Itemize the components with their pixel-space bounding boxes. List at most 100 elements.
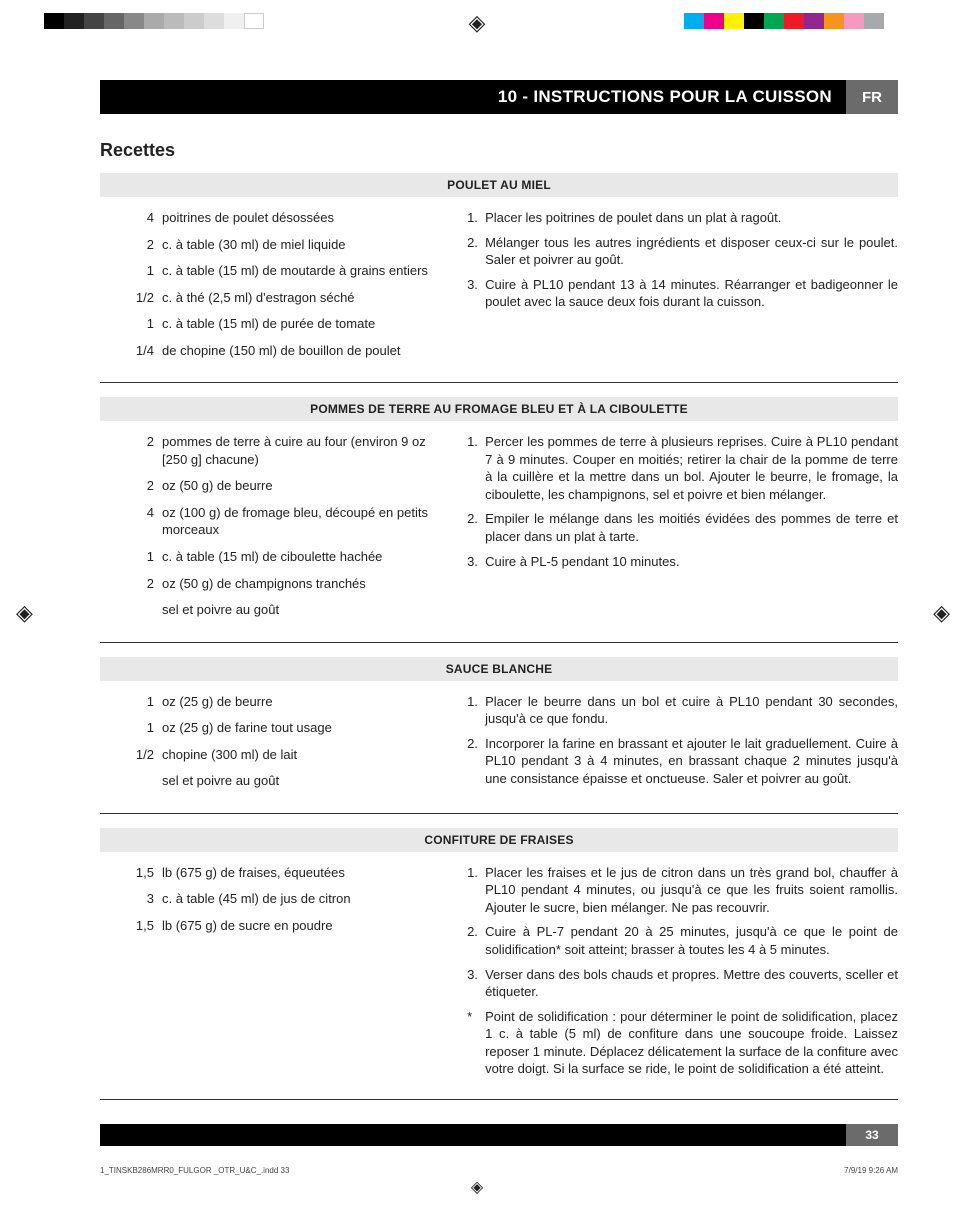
step-text: Point de solidification : pour détermine… bbox=[485, 1008, 898, 1078]
ingredient-text: c. à thé (2,5 ml) d'estragon séché bbox=[162, 289, 467, 307]
ingredient-text: lb (675 g) de fraises, équeutées bbox=[162, 864, 467, 882]
ingredient-text: oz (50 g) de beurre bbox=[162, 477, 467, 495]
step-number: 3. bbox=[467, 966, 485, 1001]
ingredient-row: sel et poivre au goût bbox=[100, 601, 467, 619]
step-row: 2.Mélanger tous les autres ingrédients e… bbox=[467, 234, 898, 269]
ingredient-text: c. à table (30 ml) de miel liquide bbox=[162, 236, 467, 254]
ingredient-row: 1,5lb (675 g) de fraises, équeutées bbox=[100, 864, 467, 882]
steps-list: 1.Placer les poitrines de poulet dans un… bbox=[467, 209, 898, 368]
ingredient-text: chopine (300 ml) de lait bbox=[162, 746, 467, 764]
ingredient-qty: 4 bbox=[100, 209, 162, 227]
steps-list: 1.Placer le beurre dans un bol et cuire … bbox=[467, 693, 898, 799]
ingredient-row: 1c. à table (15 ml) de purée de tomate bbox=[100, 315, 467, 333]
ingredient-qty: 4 bbox=[100, 504, 162, 539]
print-footer-meta: 1_TINSKB286MRR0_FULGOR _OTR_U&C_.indd 33… bbox=[100, 1146, 898, 1175]
step-number: 1. bbox=[467, 693, 485, 728]
step-number: 2. bbox=[467, 735, 485, 788]
step-row: 3.Cuire à PL-5 pendant 10 minutes. bbox=[467, 553, 898, 571]
step-number: 2. bbox=[467, 923, 485, 958]
ingredient-text: oz (50 g) de champignons tranchés bbox=[162, 575, 467, 593]
footer-bar: 33 bbox=[100, 1124, 898, 1146]
ingredient-row: 4oz (100 g) de fromage bleu, découpé en … bbox=[100, 504, 467, 539]
step-row: 2.Incorporer la farine en brassant et aj… bbox=[467, 735, 898, 788]
ingredient-qty: 2 bbox=[100, 433, 162, 468]
recipes-container: POULET AU MIEL4poitrines de poulet désos… bbox=[100, 173, 898, 1100]
step-row: 3.Cuire à PL10 pendant 13 à 14 minutes. … bbox=[467, 276, 898, 311]
language-badge: FR bbox=[846, 80, 898, 114]
ingredient-row: 1c. à table (15 ml) de moutarde à grains… bbox=[100, 262, 467, 280]
step-row: 2.Empiler le mélange dans les moitiés év… bbox=[467, 510, 898, 545]
ingredient-text: sel et poivre au goût bbox=[162, 772, 467, 790]
step-text: Cuire à PL10 pendant 13 à 14 minutes. Ré… bbox=[485, 276, 898, 311]
ingredient-qty: 1/2 bbox=[100, 746, 162, 764]
steps-list: 1.Percer les pommes de terre à plusieurs… bbox=[467, 433, 898, 627]
recipe-title: POMMES DE TERRE AU FROMAGE BLEU ET À LA … bbox=[100, 397, 898, 421]
step-text: Placer les fraises et le jus de citron d… bbox=[485, 864, 898, 917]
step-row: 1.Percer les pommes de terre à plusieurs… bbox=[467, 433, 898, 503]
ingredients-list: 1,5lb (675 g) de fraises, équeutées3c. à… bbox=[100, 864, 467, 1085]
ingredient-text: de chopine (150 ml) de bouillon de poule… bbox=[162, 342, 467, 360]
step-text: Empiler le mélange dans les moitiés évid… bbox=[485, 510, 898, 545]
step-text: Placer les poitrines de poulet dans un p… bbox=[485, 209, 898, 227]
ingredient-qty: 1 bbox=[100, 315, 162, 333]
recipe: POULET AU MIEL 4poitrines de poulet désos… bbox=[100, 173, 898, 383]
recipe: CONFITURE DE FRAISES1,5lb (675 g) de fra… bbox=[100, 828, 898, 1100]
ingredient-row: 2oz (50 g) de champignons tranchés bbox=[100, 575, 467, 593]
step-text: Placer le beurre dans un bol et cuire à … bbox=[485, 693, 898, 728]
ingredient-text: c. à table (15 ml) de moutarde à grains … bbox=[162, 262, 467, 280]
ingredient-text: poitrines de poulet désossées bbox=[162, 209, 467, 227]
ingredient-row: 1oz (25 g) de farine tout usage bbox=[100, 719, 467, 737]
recipe-body: 4poitrines de poulet désossées 2c. à tabl… bbox=[100, 197, 898, 383]
ingredient-text: oz (25 g) de farine tout usage bbox=[162, 719, 467, 737]
step-text: Cuire à PL-7 pendant 20 à 25 minutes, ju… bbox=[485, 923, 898, 958]
recipe-title: CONFITURE DE FRAISES bbox=[100, 828, 898, 852]
step-number: 1. bbox=[467, 209, 485, 227]
section-header: 10 - INSTRUCTIONS POUR LA CUISSON FR bbox=[100, 80, 898, 114]
ingredient-qty: 1/2 bbox=[100, 289, 162, 307]
ingredient-row: 1,5lb (675 g) de sucre en poudre bbox=[100, 917, 467, 935]
ingredient-row: 2pommes de terre à cuire au four (enviro… bbox=[100, 433, 467, 468]
ingredient-qty: 1 bbox=[100, 693, 162, 711]
ingredients-list: 2pommes de terre à cuire au four (enviro… bbox=[100, 433, 467, 627]
ingredient-text: pommes de terre à cuire au four (environ… bbox=[162, 433, 467, 468]
step-number: * bbox=[467, 1008, 485, 1078]
ingredient-row: 1/2chopine (300 ml) de lait bbox=[100, 746, 467, 764]
step-number: 2. bbox=[467, 234, 485, 269]
ingredient-qty bbox=[100, 772, 162, 790]
ingredient-row: 1c. à table (15 ml) de ciboulette hachée bbox=[100, 548, 467, 566]
ingredient-text: oz (25 g) de beurre bbox=[162, 693, 467, 711]
ingredients-list: 4poitrines de poulet désossées 2c. à tabl… bbox=[100, 209, 467, 368]
ingredient-qty: 2 bbox=[100, 575, 162, 593]
ingredient-text: sel et poivre au goût bbox=[162, 601, 467, 619]
step-row: *Point de solidification : pour détermin… bbox=[467, 1008, 898, 1078]
step-text: Percer les pommes de terre à plusieurs r… bbox=[485, 433, 898, 503]
recipe-title: POULET AU MIEL bbox=[100, 173, 898, 197]
ingredients-list: 1oz (25 g) de beurre1oz (25 g) de farine… bbox=[100, 693, 467, 799]
ingredient-row: 3c. à table (45 ml) de jus de citron bbox=[100, 890, 467, 908]
recipe: POMMES DE TERRE AU FROMAGE BLEU ET À LA … bbox=[100, 397, 898, 642]
step-text: Verser dans des bols chauds et propres. … bbox=[485, 966, 898, 1001]
page-number: 33 bbox=[846, 1124, 898, 1146]
step-row: 1.Placer les fraises et le jus de citron… bbox=[467, 864, 898, 917]
ingredient-text: c. à table (15 ml) de ciboulette hachée bbox=[162, 548, 467, 566]
ingredient-row: 2c. à table (30 ml) de miel liquide bbox=[100, 236, 467, 254]
step-number: 3. bbox=[467, 276, 485, 311]
recipe: SAUCE BLANCHE1oz (25 g) de beurre1oz (25… bbox=[100, 657, 898, 814]
ingredient-qty: 1,5 bbox=[100, 917, 162, 935]
step-number: 2. bbox=[467, 510, 485, 545]
ingredient-qty: 1/4 bbox=[100, 342, 162, 360]
ingredient-qty bbox=[100, 601, 162, 619]
step-text: Mélanger tous les autres ingrédients et … bbox=[485, 234, 898, 269]
ingredient-text: c. à table (45 ml) de jus de citron bbox=[162, 890, 467, 908]
step-text: Cuire à PL-5 pendant 10 minutes. bbox=[485, 553, 898, 571]
ingredient-row: 1oz (25 g) de beurre bbox=[100, 693, 467, 711]
ingredient-row: 1/2c. à thé (2,5 ml) d'estragon séché bbox=[100, 289, 467, 307]
recipe-body: 1,5lb (675 g) de fraises, équeutées3c. à… bbox=[100, 852, 898, 1100]
step-number: 3. bbox=[467, 553, 485, 571]
step-row: 1.Placer les poitrines de poulet dans un… bbox=[467, 209, 898, 227]
ingredient-row: 4poitrines de poulet désossées bbox=[100, 209, 467, 227]
ingredient-row: 1/4de chopine (150 ml) de bouillon de po… bbox=[100, 342, 467, 360]
recipe-title: SAUCE BLANCHE bbox=[100, 657, 898, 681]
ingredient-qty: 2 bbox=[100, 477, 162, 495]
step-row: 3.Verser dans des bols chauds et propres… bbox=[467, 966, 898, 1001]
